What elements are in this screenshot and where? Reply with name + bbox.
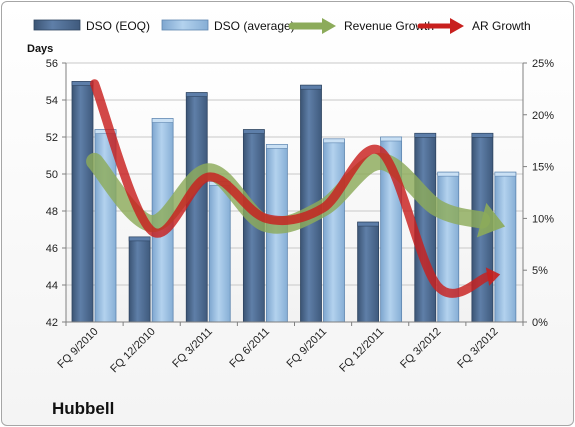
y-tick-label: 54 [46,95,58,107]
x-tick-label: FQ 9/2011 [285,326,330,371]
legend-swatch-bar [161,19,209,31]
x-tick-label: FQ 9/2010 [55,326,100,371]
y-tick-label: 42 [46,317,58,329]
x-tick-label: FQ 6/2011 [227,326,272,371]
x-tick-label: FQ 12/2010 [108,326,158,376]
bar-dso-average-cap [494,171,517,177]
line-ar-growth-arrowhead [485,267,501,286]
bar-dso-eoq [128,236,151,323]
y2-tick-label: 15% [532,162,554,174]
bar-dso-eoq-cap [71,81,94,86]
x-tick-label: FQ 3/2012 [455,326,500,371]
x-tick-label: FQ 3/2012 [398,326,443,371]
bar-dso-average [208,180,231,323]
bar-dso-eoq-cap [185,92,208,97]
y-axis-label: Days [27,43,53,55]
y-tick-label: 48 [46,206,58,218]
bar-dso-eoq-cap [243,129,265,134]
bar-dso-average-cap [323,138,345,144]
bar-dso-eoq [357,221,380,323]
bar-dso-eoq-cap [300,84,322,90]
bar-dso-eoq [185,92,208,323]
bar-dso-eoq [71,81,94,323]
y-tick-label: 44 [46,280,58,292]
line-revenue-growth-arrowhead [476,202,506,238]
y-tick-label: 52 [46,132,58,144]
bar-dso-eoq-cap [357,221,379,227]
y-tick-label: 56 [46,58,58,70]
y2-tick-label: 0% [532,317,548,329]
bar-dso-average-cap [266,144,288,149]
y2-tick-label: 10% [532,213,554,225]
y2-tick-label: 25% [532,58,554,70]
bar-dso-eoq-cap [414,133,437,138]
x-tick-label: FQ 3/2011 [170,326,215,371]
y2-tick-label: 20% [532,110,554,122]
legend-label: DSO (average) [214,19,295,33]
bar-dso-average-cap [380,136,402,142]
y2-tick-label: 5% [532,265,548,277]
legend-label: AR Growth [472,19,531,33]
x-tick-label: FQ 12/2011 [337,326,386,375]
y-tick-label: 50 [46,169,58,181]
bar-dso-average-cap [151,118,174,123]
y-tick-label: 46 [46,243,58,255]
company-name: Hubbell [52,399,114,418]
bar-dso-average [494,171,517,323]
bar-dso-average [437,171,460,323]
line-ar-growth [90,79,493,298]
bar-dso-average [323,138,345,323]
legend-swatch-bar [33,19,81,31]
bar-dso-eoq-cap [471,133,494,138]
legend-swatch-arrowhead [450,18,464,34]
growth-lines-layer [86,79,506,298]
legend-label: Revenue Growth [344,19,434,33]
legend-swatch-arrowhead [322,18,336,34]
bar-dso-eoq-cap [128,236,151,242]
bar-dso-average-cap [437,171,460,177]
legend-label: DSO (EOQ) [86,19,150,33]
legend: DSO (EOQ) DSO (average) Revenue Growth AR G… [33,18,531,34]
